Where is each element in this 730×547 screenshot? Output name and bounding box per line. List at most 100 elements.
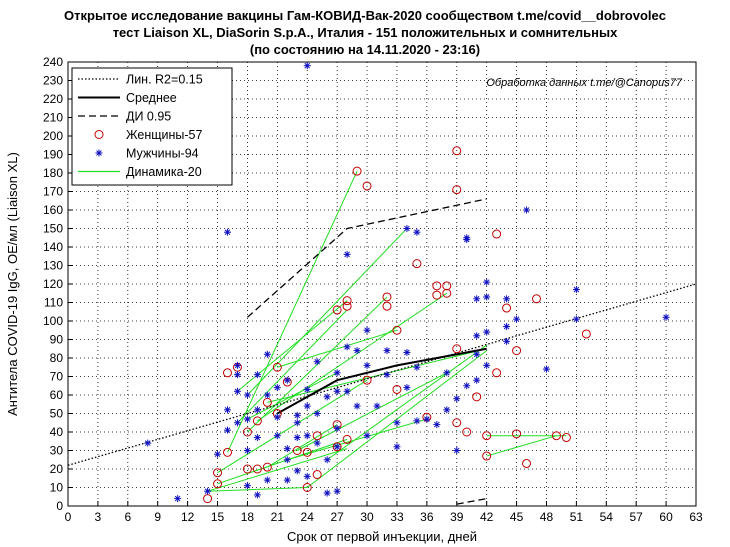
y-tick-label: 30 bbox=[50, 444, 64, 458]
women-point bbox=[362, 375, 372, 385]
title-line-2: тест Liaison XL, DiaSorin S.p.A., Италия… bbox=[112, 25, 618, 40]
y-tick-label: 210 bbox=[43, 111, 63, 125]
women-point bbox=[492, 368, 502, 378]
men-point bbox=[343, 250, 351, 258]
dynamics-segment bbox=[207, 448, 348, 492]
legend-label: ДИ 0.95 bbox=[126, 110, 171, 124]
men-point bbox=[233, 419, 241, 427]
men-point bbox=[523, 206, 531, 214]
women-point bbox=[382, 292, 392, 302]
men-point bbox=[253, 434, 261, 442]
men-point bbox=[483, 361, 491, 369]
y-tick-label: 200 bbox=[43, 129, 63, 143]
women-point bbox=[452, 185, 462, 195]
men-point bbox=[383, 371, 391, 379]
men-point bbox=[323, 393, 331, 401]
men-point bbox=[343, 387, 351, 395]
men-point bbox=[413, 417, 421, 425]
women-point bbox=[442, 288, 452, 298]
men-point bbox=[413, 228, 421, 236]
men-point bbox=[483, 328, 491, 336]
women-point bbox=[452, 146, 462, 156]
x-tick-label: 42 bbox=[480, 510, 494, 524]
women-point bbox=[262, 462, 272, 472]
y-tick-label: 230 bbox=[43, 74, 63, 88]
y-tick-label: 120 bbox=[43, 277, 63, 291]
dynamics-segment bbox=[326, 344, 487, 461]
women-point bbox=[242, 427, 252, 437]
men-point bbox=[273, 432, 281, 440]
dynamics-segment bbox=[257, 292, 448, 422]
women-point bbox=[222, 447, 232, 457]
plot-content bbox=[68, 62, 696, 505]
x-tick-label: 45 bbox=[510, 510, 524, 524]
men-point bbox=[542, 365, 550, 373]
dynamics-segment bbox=[217, 379, 368, 474]
men-point bbox=[223, 426, 231, 434]
x-tick-label: 48 bbox=[540, 510, 554, 524]
men-point bbox=[313, 410, 321, 417]
women-point bbox=[342, 434, 352, 444]
men-point bbox=[343, 343, 351, 351]
x-tick-label: 24 bbox=[301, 510, 315, 524]
women-point bbox=[222, 368, 232, 378]
dynamics-segment bbox=[297, 372, 448, 451]
men-point bbox=[253, 491, 261, 499]
men-point bbox=[513, 315, 521, 323]
women-point bbox=[242, 464, 252, 474]
title-line-3: (по состоянию на 14.11.2020 - 23:16) bbox=[249, 42, 481, 57]
men-point bbox=[303, 402, 311, 410]
y-tick-label: 110 bbox=[44, 296, 63, 310]
x-tick-label: 27 bbox=[330, 510, 344, 524]
y-tick-label: 20 bbox=[50, 462, 64, 476]
x-tick-label: 30 bbox=[360, 510, 374, 524]
women-point bbox=[302, 483, 312, 492]
women-point bbox=[472, 392, 482, 402]
legend-swatch-men bbox=[95, 149, 103, 157]
x-tick-label: 57 bbox=[630, 510, 644, 524]
men-point bbox=[293, 467, 301, 475]
dynamics-segment bbox=[287, 418, 427, 461]
y-tick-label: 100 bbox=[43, 314, 63, 328]
men-point bbox=[353, 347, 361, 355]
men-point bbox=[333, 369, 341, 377]
men-point bbox=[373, 402, 381, 410]
men-point bbox=[393, 419, 401, 427]
men-point bbox=[303, 385, 311, 393]
men-point bbox=[403, 384, 411, 392]
y-tick-label: 180 bbox=[43, 166, 63, 180]
women-point bbox=[512, 346, 522, 356]
x-axis-label: Срок от первой инъекции, дней bbox=[287, 529, 477, 544]
dynamics-segment bbox=[237, 309, 348, 424]
men-point bbox=[413, 363, 421, 371]
men-point bbox=[363, 326, 371, 334]
ci-line bbox=[246, 198, 487, 318]
men-point bbox=[363, 361, 371, 369]
men-point bbox=[313, 439, 321, 447]
men-point bbox=[253, 371, 261, 379]
men-point bbox=[333, 424, 341, 432]
y-tick-label: 220 bbox=[43, 92, 63, 106]
women-point bbox=[452, 418, 462, 428]
men-point bbox=[323, 456, 331, 464]
men-point bbox=[253, 406, 261, 414]
men-point bbox=[333, 487, 341, 495]
men-point bbox=[572, 315, 580, 323]
legend-label: Лин. R2=0.15 bbox=[126, 73, 203, 87]
y-tick-label: 170 bbox=[43, 185, 63, 199]
dynamics-segment bbox=[217, 438, 348, 485]
women-point bbox=[581, 329, 591, 339]
men-point bbox=[503, 323, 511, 331]
women-point bbox=[462, 427, 472, 437]
women-point bbox=[332, 442, 342, 452]
men-point bbox=[473, 295, 481, 303]
x-tick-label: 36 bbox=[420, 510, 434, 524]
dynamics-segment bbox=[277, 329, 398, 368]
legend-label: Среднее bbox=[126, 91, 177, 105]
women-point bbox=[352, 166, 362, 176]
men-point bbox=[243, 447, 251, 454]
women-point bbox=[392, 384, 402, 394]
y-tick-label: 130 bbox=[43, 259, 63, 273]
men-point bbox=[363, 432, 371, 440]
